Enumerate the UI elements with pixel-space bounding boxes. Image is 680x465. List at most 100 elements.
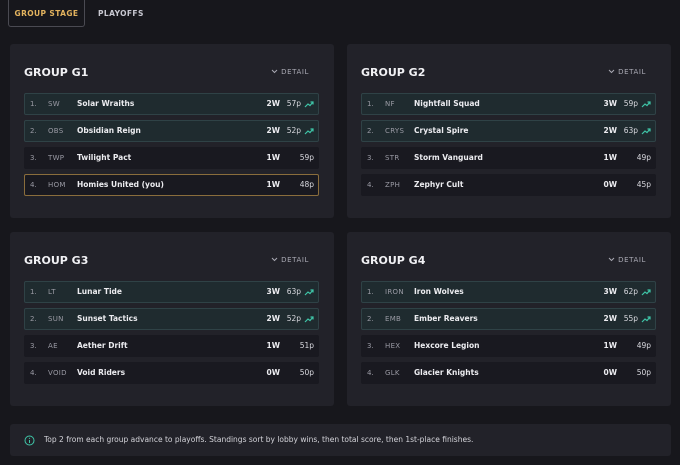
- wins: 1W: [603, 341, 618, 350]
- team-name: Solar Wraiths: [77, 99, 135, 108]
- rank: 2.: [30, 315, 37, 323]
- tab[interactable]: GROUP STAGE: [8, 0, 85, 27]
- tab[interactable]: PLAYOFFS: [98, 9, 144, 18]
- points: 48p: [299, 180, 314, 189]
- team-name: Obsidian Reign: [77, 126, 141, 135]
- standing-row: 2. OBS Obsidian Reign 2W 52p: [24, 120, 319, 142]
- chevron-icon: [608, 257, 615, 262]
- trend: [304, 100, 314, 110]
- trend-icon: [641, 289, 651, 296]
- wins: 2W: [603, 126, 618, 135]
- team-tag: OBS: [48, 127, 64, 135]
- team-tag: NF: [385, 100, 395, 108]
- team-name: Twilight Pact: [77, 153, 132, 162]
- detail-button[interactable]: DETAIL: [281, 256, 309, 264]
- wins: 3W: [266, 287, 281, 296]
- detail-button[interactable]: DETAIL: [618, 256, 646, 264]
- rank: 1.: [30, 100, 37, 108]
- standing-row: 3. STR Storm Vanguard 1W 49p: [361, 147, 656, 169]
- team-name: Void Riders: [77, 368, 126, 377]
- group-card: GROUP G4 DETAIL 1. IRON Iron Wolves 3W 62p 2. EM…: [347, 232, 671, 406]
- team-name: Hexcore Legion: [414, 341, 480, 350]
- points: 52p: [286, 126, 301, 135]
- trend-icon: [304, 101, 314, 108]
- standing-row: 1. LT Lunar Tide 3W 63p: [24, 281, 319, 303]
- team-name: Sunset Tactics: [77, 314, 138, 323]
- group-title: GROUP G1: [24, 66, 89, 79]
- team-name: Ember Reavers: [414, 314, 478, 323]
- trend-icon: [641, 101, 651, 108]
- wins: 3W: [603, 287, 618, 296]
- rank: 2.: [367, 127, 374, 135]
- points: 49p: [636, 153, 651, 162]
- team-name: Aether Drift: [77, 341, 128, 350]
- detail-button[interactable]: DETAIL: [618, 68, 646, 76]
- trend: [641, 100, 651, 110]
- rank: 4.: [367, 369, 374, 377]
- rank: 1.: [367, 100, 374, 108]
- standing-row: 2. CRYS Crystal Spire 2W 63p: [361, 120, 656, 142]
- trend: [641, 288, 651, 298]
- chevron-icon: [271, 257, 278, 262]
- points: 59p: [299, 153, 314, 162]
- points: 59p: [623, 99, 638, 108]
- team-name: Lunar Tide: [77, 287, 122, 296]
- standing-row: 1. NF Nightfall Squad 3W 59p: [361, 93, 656, 115]
- points: 49p: [636, 341, 651, 350]
- rank: 3.: [367, 342, 374, 350]
- rank: 1.: [30, 288, 37, 296]
- wins: 2W: [266, 99, 281, 108]
- team-tag: EMB: [385, 315, 402, 323]
- points: 63p: [623, 126, 638, 135]
- wins: 0W: [603, 368, 618, 377]
- team-tag: STR: [385, 154, 400, 162]
- detail-button[interactable]: DETAIL: [281, 68, 309, 76]
- points: 57p: [286, 99, 301, 108]
- rank: 3.: [30, 342, 37, 350]
- chevron-icon: [271, 69, 278, 74]
- team-tag: SW: [48, 100, 60, 108]
- team-tag: HOM: [48, 181, 66, 189]
- points: 50p: [636, 368, 651, 377]
- rank: 1.: [367, 288, 374, 296]
- standing-row: 3. TWP Twilight Pact 1W 59p: [24, 147, 319, 169]
- team-tag: GLK: [385, 369, 400, 377]
- points: 62p: [623, 287, 638, 296]
- team-name: Glacier Knights: [414, 368, 479, 377]
- team-name: Storm Vanguard: [414, 153, 483, 162]
- team-tag: HEX: [385, 342, 401, 350]
- rank: 3.: [30, 154, 37, 162]
- points: 50p: [299, 368, 314, 377]
- trend-icon: [641, 316, 651, 323]
- rank: 2.: [30, 127, 37, 135]
- team-tag: ZPH: [385, 181, 401, 189]
- wins: 1W: [603, 153, 618, 162]
- team-tag: AE: [48, 342, 58, 350]
- chevron-icon: [608, 69, 615, 74]
- trend: [641, 315, 651, 325]
- team-name: Iron Wolves: [414, 287, 464, 296]
- points: 51p: [299, 341, 314, 350]
- group-card: GROUP G1 DETAIL 1. SW Solar Wraiths 2W 57p 2. OB…: [10, 44, 334, 218]
- wins: 0W: [266, 368, 281, 377]
- wins: 2W: [266, 126, 281, 135]
- points: 52p: [286, 314, 301, 323]
- team-tag: TWP: [48, 154, 65, 162]
- trend: [304, 288, 314, 298]
- info-icon: [24, 435, 35, 446]
- standing-row: 1. IRON Iron Wolves 3W 62p: [361, 281, 656, 303]
- points: 63p: [286, 287, 301, 296]
- wins: 1W: [266, 153, 281, 162]
- group-title: GROUP G2: [361, 66, 426, 79]
- wins: 2W: [603, 314, 618, 323]
- team-tag: IRON: [385, 288, 404, 296]
- trend: [304, 127, 314, 137]
- wins: 1W: [266, 180, 281, 189]
- wins: 0W: [603, 180, 618, 189]
- team-name: Crystal Spire: [414, 126, 469, 135]
- team-name: Nightfall Squad: [414, 99, 480, 108]
- points: 55p: [623, 314, 638, 323]
- team-tag: LT: [48, 288, 56, 296]
- trend-icon: [304, 128, 314, 135]
- rank: 4.: [367, 181, 374, 189]
